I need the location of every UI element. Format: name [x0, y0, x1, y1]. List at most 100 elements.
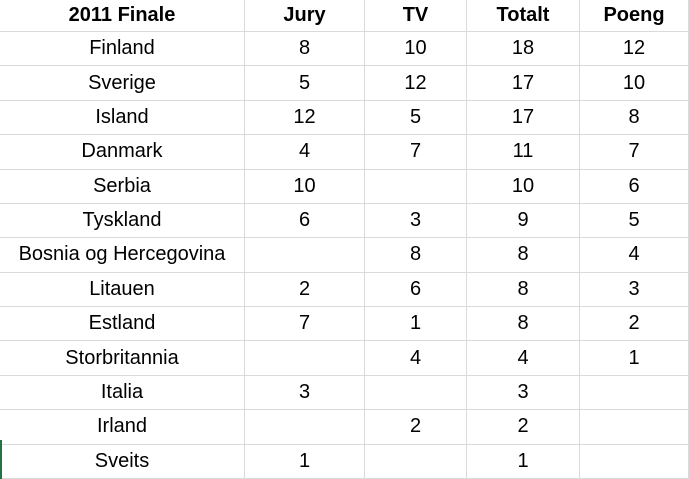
- cell-text: 5: [409, 105, 422, 128]
- table-cell[interactable]: 4: [580, 238, 689, 273]
- table-cell[interactable]: 1: [245, 444, 365, 479]
- table-cell[interactable]: 2: [245, 272, 365, 308]
- table-cell[interactable]: 10: [365, 32, 467, 67]
- cell-text: Jury: [283, 4, 326, 26]
- cell-text: 5: [628, 209, 640, 232]
- header-cell[interactable]: Poeng: [580, 0, 689, 32]
- table-cell[interactable]: 8: [467, 238, 580, 273]
- table-cell[interactable]: 17: [467, 66, 580, 101]
- table-cell[interactable]: 5: [580, 203, 689, 239]
- table-cell[interactable]: Litauen: [0, 272, 245, 308]
- table-cell[interactable]: 8: [245, 32, 365, 67]
- cell-text: Danmark: [81, 140, 163, 163]
- table-cell[interactable]: [580, 375, 689, 411]
- table-cell[interactable]: Danmark: [0, 135, 245, 170]
- cell-text: 7: [298, 312, 311, 335]
- table-cell[interactable]: 8: [580, 100, 689, 136]
- cell-text: 7: [628, 140, 640, 163]
- table-cell[interactable]: Estland: [0, 307, 245, 342]
- cell-text: 12: [622, 37, 646, 60]
- table-cell[interactable]: [365, 169, 467, 204]
- table-cell[interactable]: Sverige: [0, 66, 245, 101]
- table-cell[interactable]: [365, 375, 467, 411]
- cell-text: Totalt: [496, 4, 550, 26]
- cell-text: 2: [298, 277, 311, 300]
- table-cell[interactable]: 7: [365, 135, 467, 170]
- cell-text: 10: [511, 174, 535, 197]
- table-cell[interactable]: 6: [580, 169, 689, 204]
- table-cell[interactable]: 9: [467, 203, 580, 239]
- table-cell[interactable]: 10: [245, 169, 365, 204]
- table-cell[interactable]: 8: [467, 272, 580, 308]
- header-cell[interactable]: Totalt: [467, 0, 580, 32]
- table-cell[interactable]: 3: [467, 375, 580, 411]
- table-cell[interactable]: 18: [467, 32, 580, 67]
- table-cell[interactable]: 12: [245, 100, 365, 136]
- table-cell[interactable]: Serbia: [0, 169, 245, 204]
- cell-text: 8: [409, 243, 422, 266]
- table-cell[interactable]: Island: [0, 100, 245, 136]
- table-cell[interactable]: 4: [245, 135, 365, 170]
- table-cell[interactable]: 10: [467, 169, 580, 204]
- cell-text: Storbritannia: [65, 346, 179, 369]
- table-cell[interactable]: 6: [365, 272, 467, 308]
- cell-text: Irland: [96, 415, 148, 438]
- table-cell[interactable]: 2: [365, 410, 467, 445]
- cell-text: 3: [628, 277, 640, 300]
- table-cell[interactable]: 8: [467, 307, 580, 342]
- cell-text: Litauen: [89, 277, 155, 300]
- table-cell[interactable]: Italia: [0, 375, 245, 411]
- table-cell[interactable]: 4: [467, 341, 580, 376]
- table-cell[interactable]: 12: [365, 66, 467, 101]
- cell-text: 17: [511, 105, 535, 128]
- cell-text: 8: [298, 37, 311, 60]
- table-cell[interactable]: Sveits: [0, 444, 245, 479]
- cell-text: Serbia: [93, 174, 151, 197]
- table-cell[interactable]: [365, 444, 467, 479]
- cell-text: 1: [409, 312, 422, 335]
- table-cell[interactable]: 5: [245, 66, 365, 101]
- header-cell[interactable]: Jury: [245, 0, 365, 32]
- table-cell[interactable]: 7: [245, 307, 365, 342]
- table-cell[interactable]: 11: [467, 135, 580, 170]
- table-cell[interactable]: 2: [467, 410, 580, 445]
- table-cell[interactable]: 7: [580, 135, 689, 170]
- cell-text: 4: [628, 243, 640, 266]
- table-cell[interactable]: Storbritannia: [0, 341, 245, 376]
- header-cell[interactable]: TV: [365, 0, 467, 32]
- cell-text: 3: [298, 381, 311, 404]
- table-cell[interactable]: Irland: [0, 410, 245, 445]
- table-cell[interactable]: 3: [365, 203, 467, 239]
- table-cell[interactable]: 8: [365, 238, 467, 273]
- table-cell[interactable]: 17: [467, 100, 580, 136]
- table-cell[interactable]: 4: [365, 341, 467, 376]
- table-cell[interactable]: Finland: [0, 32, 245, 67]
- table-cell[interactable]: 1: [467, 444, 580, 479]
- table-cell[interactable]: 12: [580, 32, 689, 67]
- table-cell[interactable]: 5: [365, 100, 467, 136]
- cell-text: Sveits: [94, 449, 150, 472]
- table-cell[interactable]: 6: [245, 203, 365, 239]
- table-cell[interactable]: [580, 410, 689, 445]
- table-cell[interactable]: [245, 410, 365, 445]
- cell-text: 9: [517, 209, 529, 232]
- table-cell[interactable]: 2: [580, 307, 689, 342]
- table-cell[interactable]: 1: [365, 307, 467, 342]
- table-cell[interactable]: Bosnia og Hercegovina: [0, 238, 245, 273]
- table-cell[interactable]: 10: [580, 66, 689, 101]
- table-cell[interactable]: Tyskland: [0, 203, 245, 239]
- table-cell[interactable]: 1: [580, 341, 689, 376]
- table-cell[interactable]: [580, 444, 689, 479]
- cell-text: Sverige: [88, 71, 156, 94]
- cell-text: Bosnia og Hercegovina: [18, 243, 226, 266]
- table-cell[interactable]: [245, 238, 365, 273]
- cell-text: 8: [517, 243, 529, 266]
- cell-text: 2: [628, 312, 640, 335]
- table-cell[interactable]: 3: [245, 375, 365, 411]
- cell-text: 6: [298, 209, 311, 232]
- cell-text: 6: [628, 174, 640, 197]
- table-cell[interactable]: [245, 341, 365, 376]
- cell-text: Estland: [88, 312, 156, 335]
- table-cell[interactable]: 3: [580, 272, 689, 308]
- header-cell[interactable]: 2011 Finale: [0, 0, 245, 32]
